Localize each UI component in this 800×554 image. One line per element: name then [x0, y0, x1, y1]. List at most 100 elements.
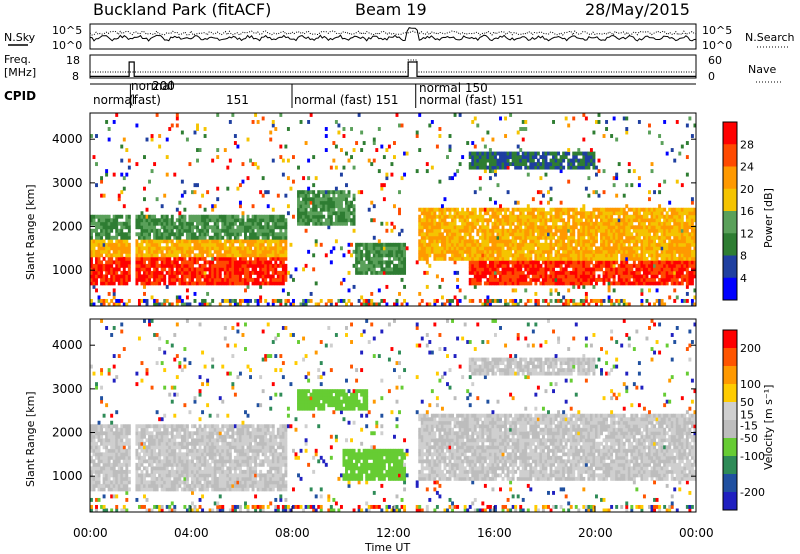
power-cell	[241, 162, 245, 167]
power-cell	[627, 249, 631, 254]
power-cell	[398, 256, 401, 261]
power-cell	[668, 218, 672, 223]
colorbar-tick: 16	[740, 205, 754, 218]
power-cell	[269, 274, 273, 279]
power-cell	[180, 263, 184, 268]
power-cell	[292, 302, 295, 307]
power-cell	[168, 246, 172, 251]
power-cell	[650, 162, 654, 167]
power-cell	[261, 277, 265, 282]
power-cell	[524, 218, 528, 223]
power-cell	[246, 260, 250, 265]
power-cell	[564, 267, 568, 272]
power-cell	[632, 260, 636, 265]
power-cell	[549, 256, 553, 261]
power-cell	[511, 218, 515, 223]
power-cell	[385, 246, 389, 251]
power-cell	[607, 249, 611, 254]
power-cell	[572, 277, 576, 282]
power-cell	[398, 123, 401, 128]
power-cell	[607, 260, 611, 265]
power-cell	[534, 274, 538, 279]
power-cell	[539, 225, 543, 230]
power-cell	[544, 281, 548, 286]
power-cell	[228, 298, 232, 303]
power-cell	[271, 263, 275, 268]
colorbar-swatch	[723, 166, 737, 190]
power-cell	[645, 232, 649, 237]
power-cell	[483, 155, 487, 160]
power-cell	[478, 260, 482, 265]
power-cell	[612, 249, 616, 254]
power-cell	[683, 228, 687, 233]
power-cell	[92, 281, 96, 286]
power-cell	[451, 176, 454, 181]
power-cell	[448, 148, 452, 152]
power-cell	[122, 221, 126, 226]
power-cell	[635, 270, 639, 275]
power-cell	[658, 239, 662, 244]
power-cell	[673, 211, 677, 216]
power-cell	[241, 242, 245, 247]
power-cell	[658, 246, 662, 251]
power-cell	[357, 260, 361, 265]
power-cell	[552, 235, 555, 240]
power-cell	[595, 207, 598, 212]
power-cell	[476, 277, 480, 282]
power-cell	[499, 256, 502, 261]
power-cell	[201, 193, 205, 198]
power-cell	[90, 221, 93, 226]
power-cell	[433, 302, 437, 307]
power-cell	[456, 214, 460, 219]
power-cell	[595, 246, 598, 251]
power-cell	[476, 242, 480, 247]
power-cell	[122, 263, 126, 268]
power-cell	[526, 267, 530, 272]
power-cell	[544, 267, 548, 272]
power-cell	[501, 162, 505, 167]
power-cell	[473, 218, 477, 223]
power-cell	[688, 281, 692, 286]
power-cell	[446, 214, 449, 219]
power-cell	[514, 249, 518, 254]
power-cell	[360, 253, 364, 258]
power-cell	[279, 298, 283, 303]
power-cell	[693, 228, 697, 233]
power-cell	[491, 263, 495, 268]
power-cell	[690, 281, 694, 286]
power-cell	[509, 260, 513, 265]
power-cell	[390, 162, 394, 167]
power-cell	[453, 214, 457, 219]
power-cell	[201, 281, 205, 286]
power-cell	[168, 253, 172, 258]
power-cell	[254, 267, 258, 272]
power-cell	[549, 186, 553, 191]
power-cell	[211, 204, 215, 209]
power-cell	[554, 298, 558, 303]
power-cell	[519, 277, 523, 282]
power-cell	[246, 302, 250, 307]
power-cell	[428, 228, 432, 233]
power-cell	[539, 274, 543, 279]
velocity-cell	[110, 480, 114, 485]
power-cell	[279, 242, 283, 247]
power-cell	[476, 239, 480, 244]
power-cell	[420, 232, 424, 237]
power-cell	[615, 228, 619, 233]
power-cell	[625, 218, 629, 223]
power-cell	[473, 246, 477, 251]
power-cell	[461, 211, 465, 216]
power-cell	[228, 232, 232, 237]
power-cell	[572, 218, 576, 223]
power-cell	[625, 183, 629, 188]
power-cell	[188, 281, 192, 286]
power-cell	[519, 263, 523, 268]
power-cell	[531, 270, 535, 275]
power-cell	[557, 235, 561, 240]
power-cell	[271, 302, 275, 307]
power-cell	[648, 281, 651, 286]
power-cell	[584, 162, 588, 167]
power-cell	[155, 232, 159, 237]
power-cell	[284, 218, 288, 223]
power-cell	[178, 214, 182, 219]
